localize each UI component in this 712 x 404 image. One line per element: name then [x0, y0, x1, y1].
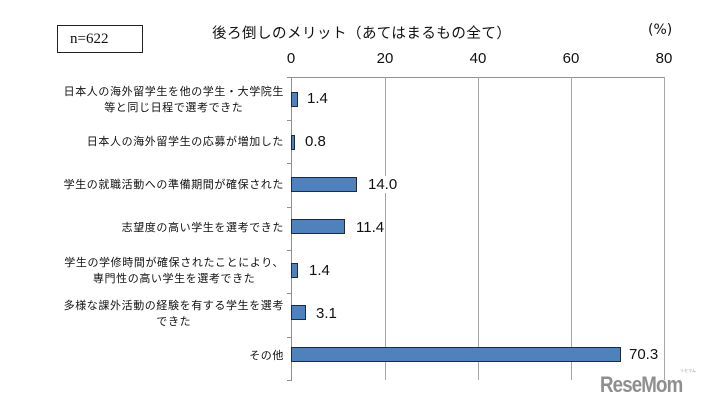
- value-label: 1.4: [308, 262, 331, 279]
- chart-title: 後ろ倒しのメリット（あてはまるもの全て）: [212, 26, 512, 42]
- category-tick: [287, 337, 291, 338]
- value-label: 11.4: [355, 219, 386, 236]
- resemom-logo: ReseMom: [600, 372, 683, 397]
- category-tick: [287, 163, 291, 164]
- bar: [291, 177, 357, 192]
- category-tick: [287, 250, 291, 251]
- bar: [291, 263, 298, 278]
- x-tick-label: 80: [655, 50, 673, 67]
- x-tick-label: 0: [286, 50, 296, 67]
- x-tick-label: 40: [469, 50, 487, 67]
- watermark-ruby: リセマム: [680, 368, 696, 373]
- gridline: [385, 77, 386, 380]
- gridline: [478, 77, 479, 380]
- value-label: 1.4: [306, 90, 329, 107]
- x-axis-line: [291, 77, 664, 78]
- gridline: [664, 77, 665, 380]
- category-label: その他: [249, 349, 284, 362]
- value-label: 3.1: [315, 305, 338, 322]
- category-label: 志望度の高い学生を選考できた: [121, 221, 284, 234]
- category-label: 学生の就職活動への準備期間が確保された: [63, 178, 284, 191]
- category-tick: [287, 207, 291, 208]
- sample-size-box: n=622: [57, 25, 143, 53]
- gridline: [571, 77, 572, 380]
- bar: [291, 135, 295, 150]
- category-label: 日本人の海外留学生の応募が増加した: [86, 135, 284, 148]
- bar: [291, 219, 345, 234]
- category-tick: [287, 77, 291, 78]
- value-label: 70.3: [628, 346, 660, 363]
- x-tick-label: 20: [376, 50, 394, 67]
- category-tick: [287, 120, 291, 121]
- bar: [291, 92, 298, 107]
- value-label: 0.8: [304, 133, 327, 150]
- category-tick: [287, 380, 291, 381]
- category-label: 学生の学修時間が確保されたことにより、 専門性の高い学生を選考できた: [64, 256, 284, 285]
- bar: [291, 347, 621, 362]
- value-label: 14.0: [367, 176, 399, 193]
- category-label: 日本人の海外留学生を他の学生・大学院生 等と同じ日程で選考できた: [63, 85, 284, 114]
- x-tick-label: 60: [562, 50, 580, 67]
- category-tick: [287, 293, 291, 294]
- category-label: 多様な課外活動の経験を有する学生を選考 できた: [63, 299, 284, 328]
- bar: [291, 305, 306, 320]
- unit-label: (%): [648, 22, 673, 38]
